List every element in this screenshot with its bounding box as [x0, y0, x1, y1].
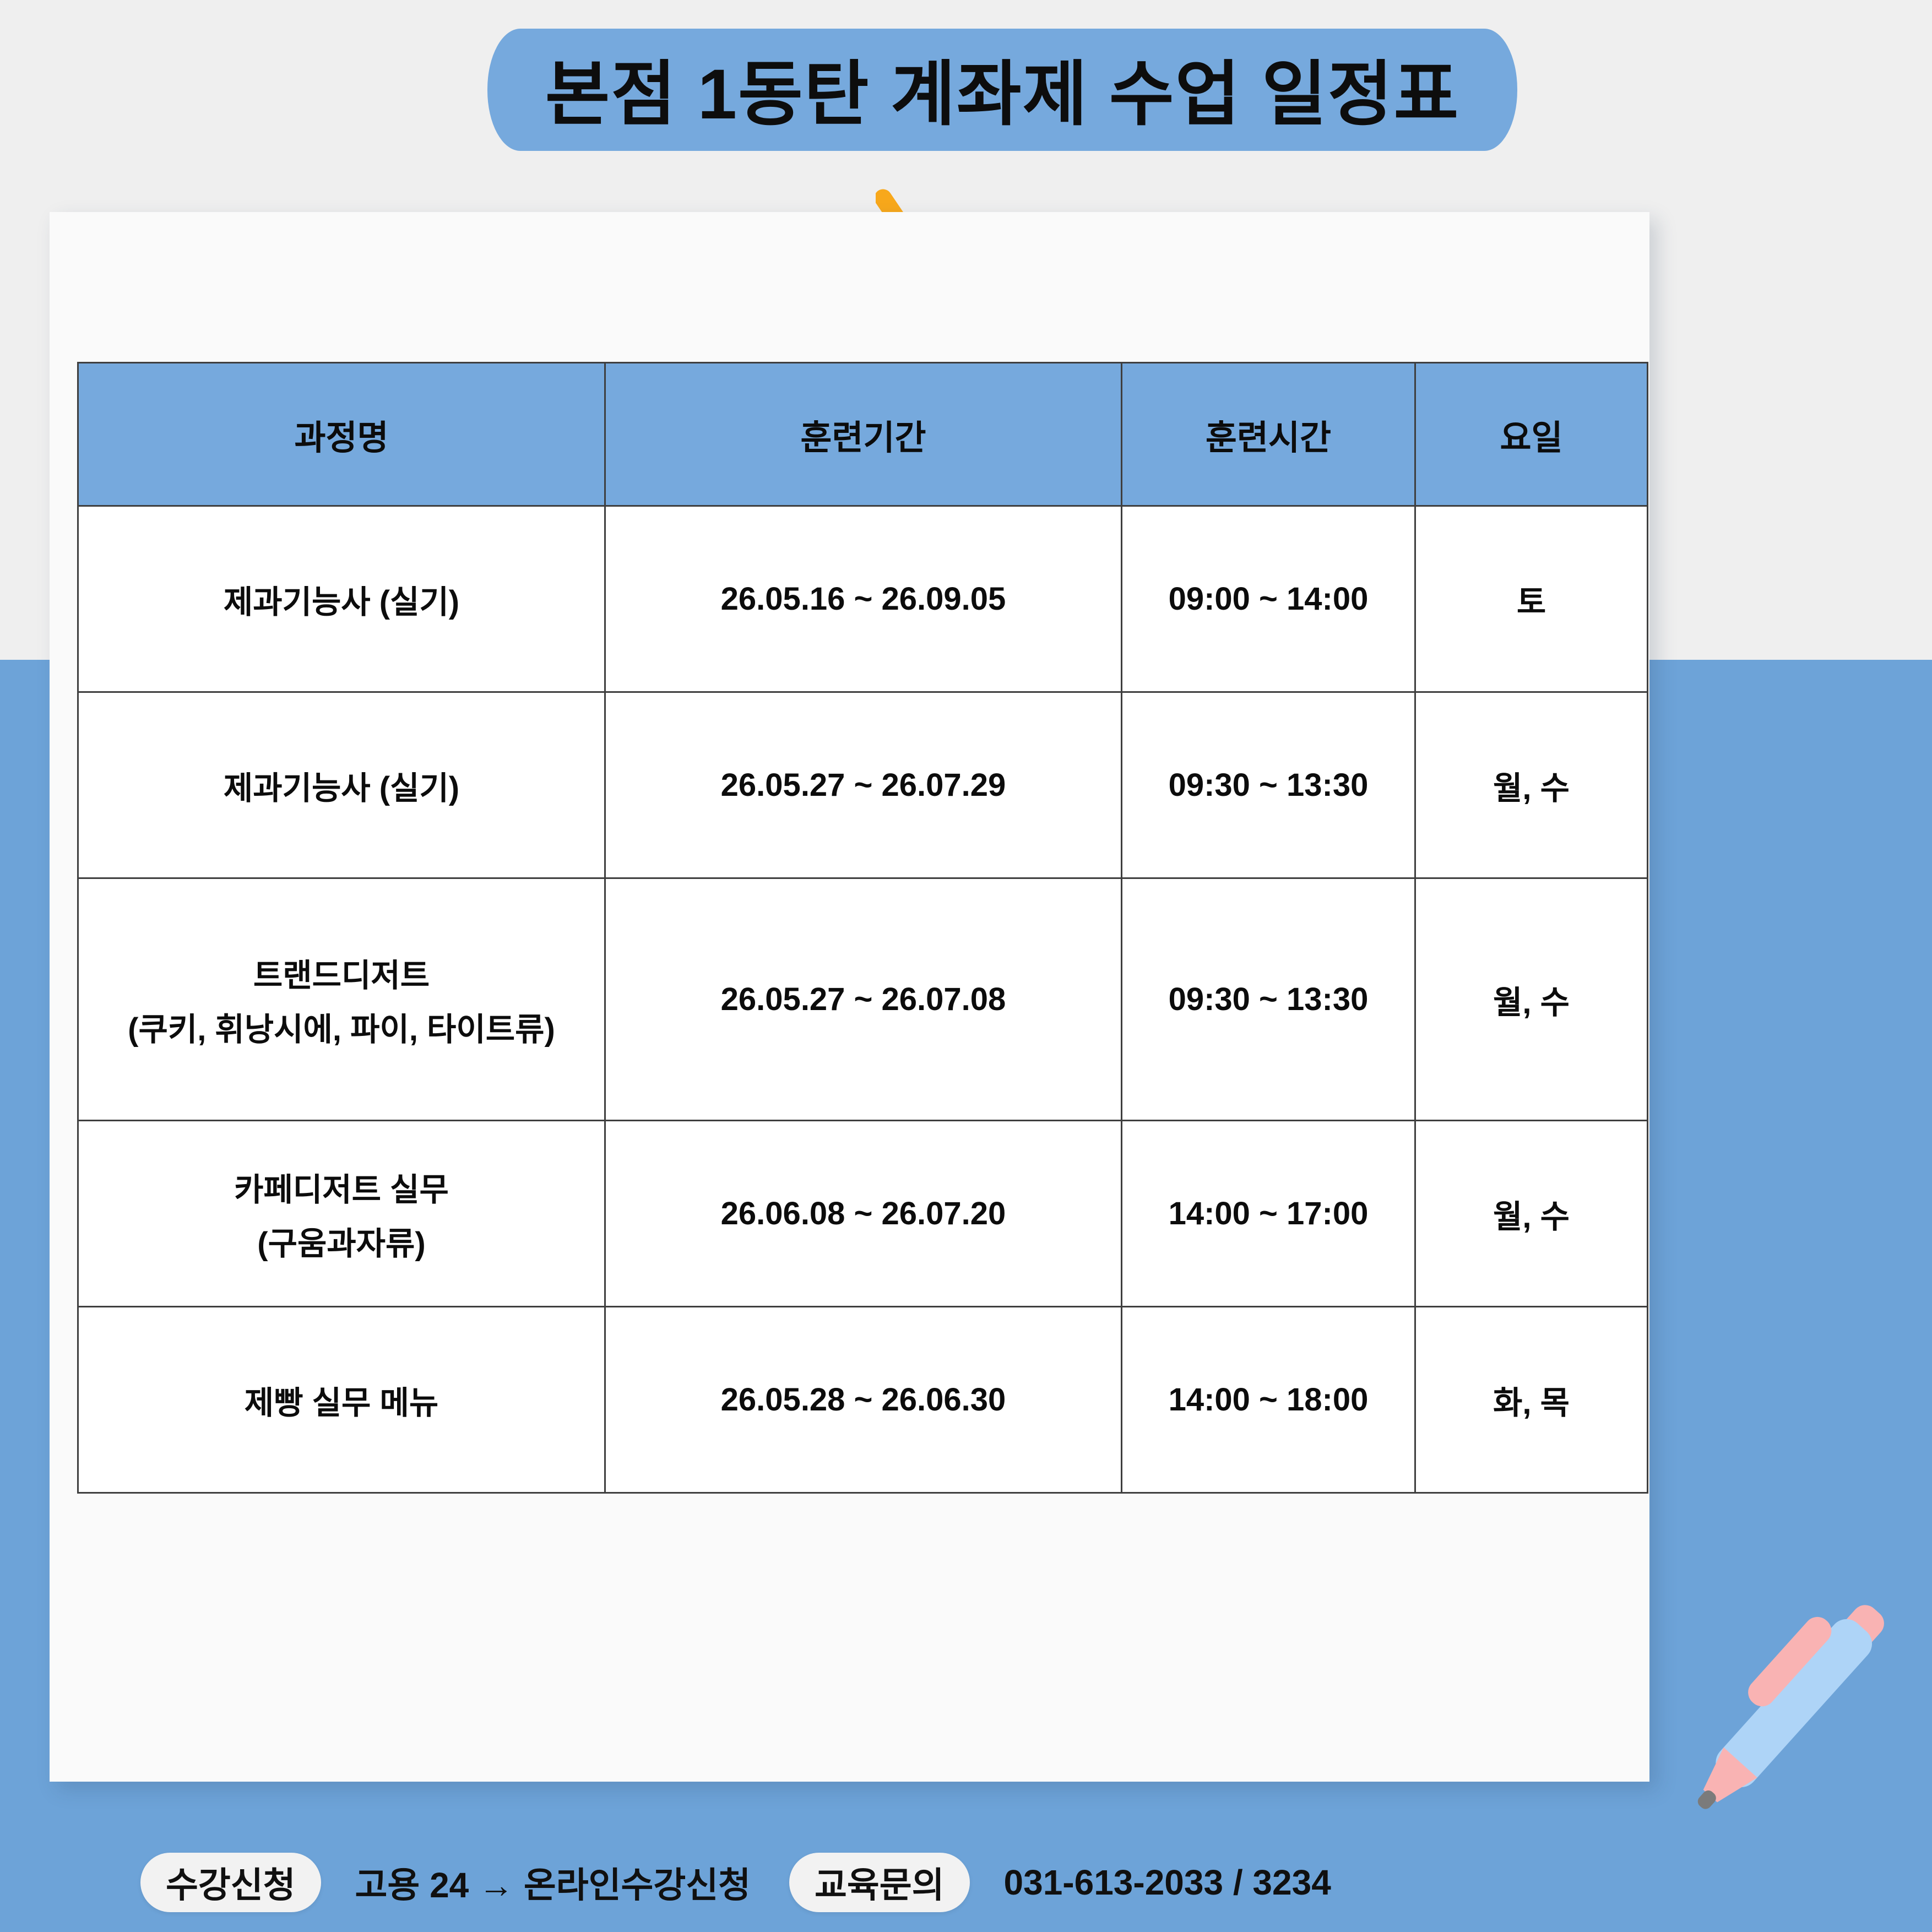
cell-days: 토 [1414, 505, 1648, 693]
cell-period: 26.06.08 ~ 26.07.20 [604, 1120, 1122, 1307]
table-header-row: 과정명 훈련기간 훈련시간 요일 [77, 362, 1648, 507]
table-row: 제빵 실무 메뉴 26.05.28 ~ 26.06.30 14:00 ~ 18:… [77, 1306, 1648, 1494]
cell-days: 월, 수 [1414, 877, 1648, 1121]
footer-bar: 수강신청 고용 24 → 온라인수강신청 교육문의 031-613-2033 /… [0, 1833, 1932, 1932]
column-header-course: 과정명 [77, 362, 606, 507]
cell-period: 26.05.28 ~ 26.06.30 [604, 1306, 1122, 1494]
cell-period: 26.05.27 ~ 26.07.08 [604, 877, 1122, 1121]
pen-icon [1647, 1564, 1932, 1839]
cell-course: 제과기능사 (실기) [77, 691, 606, 879]
apply-button-label: 수강신청 [166, 1865, 296, 1905]
paper-card: 과정명 훈련기간 훈련시간 요일 제과기능사 (실기) 26.05.16 ~ 2… [50, 212, 1649, 1782]
cell-course: 제빵 실무 메뉴 [77, 1306, 606, 1494]
cell-time: 14:00 ~ 18:00 [1121, 1306, 1416, 1494]
inquiry-button-label: 교육문의 [814, 1865, 945, 1905]
course-name-line2: (쿠키, 휘낭시에, 파이, 타이트류) [128, 1011, 555, 1048]
course-name-line1: 트랜드디저트 [253, 957, 430, 994]
cell-time: 09:30 ~ 13:30 [1121, 691, 1416, 879]
schedule-table: 과정명 훈련기간 훈련시간 요일 제과기능사 (실기) 26.05.16 ~ 2… [77, 362, 1648, 1494]
table-row: 트랜드디저트 (쿠키, 휘낭시에, 파이, 타이트류) 26.05.27 ~ 2… [77, 877, 1648, 1121]
cell-period: 26.05.16 ~ 26.09.05 [604, 505, 1122, 693]
table-row: 제과기능사 (실기) 26.05.16 ~ 26.09.05 09:00 ~ 1… [77, 505, 1648, 693]
column-header-days: 요일 [1414, 362, 1648, 507]
cell-course: 트랜드디저트 (쿠키, 휘낭시에, 파이, 타이트류) [77, 877, 606, 1121]
course-name-line1: 제과기능사 (실기) [223, 584, 460, 620]
cell-time: 14:00 ~ 17:00 [1121, 1120, 1416, 1307]
course-name-line1: 제빵 실무 메뉴 [244, 1385, 439, 1421]
inquiry-button[interactable]: 교육문의 [789, 1853, 970, 1912]
course-name-line1: 카페디저트 실무 [234, 1171, 449, 1208]
cell-time: 09:30 ~ 13:30 [1121, 877, 1416, 1121]
cell-days: 월, 수 [1414, 691, 1648, 879]
course-name-line1: 제과기능사 (실기) [223, 770, 460, 806]
table-row: 제과기능사 (실기) 26.05.27 ~ 26.07.29 09:30 ~ 1… [77, 691, 1648, 879]
title-pill: 본점 1동탄 계좌제 수업 일정표 [487, 29, 1517, 151]
cell-course: 제과기능사 (실기) [77, 505, 606, 693]
course-name-line2: (구움과자류) [257, 1225, 426, 1262]
column-header-time: 훈련시간 [1121, 362, 1416, 507]
column-header-period: 훈련기간 [604, 362, 1122, 507]
phone-number: 031-613-2033 / 3234 [1003, 1863, 1331, 1902]
page-title: 본점 1동탄 계좌제 수업 일정표 [545, 55, 1460, 134]
cell-time: 09:00 ~ 14:00 [1121, 505, 1416, 693]
table-row: 카페디저트 실무 (구움과자류) 26.06.08 ~ 26.07.20 14:… [77, 1120, 1648, 1307]
cell-days: 화, 목 [1414, 1306, 1648, 1494]
apply-instructions: 고용 24 → 온라인수강신청 [355, 1865, 751, 1905]
cell-course: 카페디저트 실무 (구움과자류) [77, 1120, 606, 1307]
cell-days: 월, 수 [1414, 1120, 1648, 1307]
apply-button[interactable]: 수강신청 [140, 1853, 321, 1912]
cell-period: 26.05.27 ~ 26.07.29 [604, 691, 1122, 879]
